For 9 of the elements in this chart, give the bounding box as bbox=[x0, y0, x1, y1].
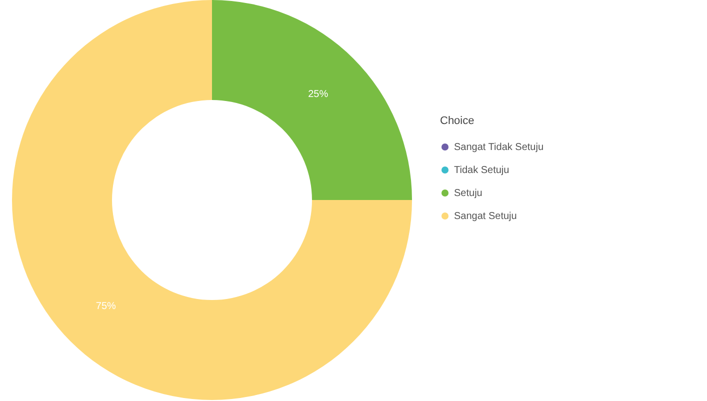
legend-label: Tidak Setuju bbox=[454, 165, 510, 176]
donut-slice bbox=[212, 0, 412, 200]
donut-slice bbox=[12, 0, 412, 400]
legend-label: Sangat Tidak Setuju bbox=[454, 142, 544, 153]
legend-label: Sangat Setuju bbox=[454, 211, 517, 222]
legend-title: Choice bbox=[440, 115, 474, 127]
data-label: 25% bbox=[308, 88, 328, 100]
legend-label: Setuju bbox=[454, 188, 482, 199]
data-label: 75% bbox=[96, 301, 116, 312]
